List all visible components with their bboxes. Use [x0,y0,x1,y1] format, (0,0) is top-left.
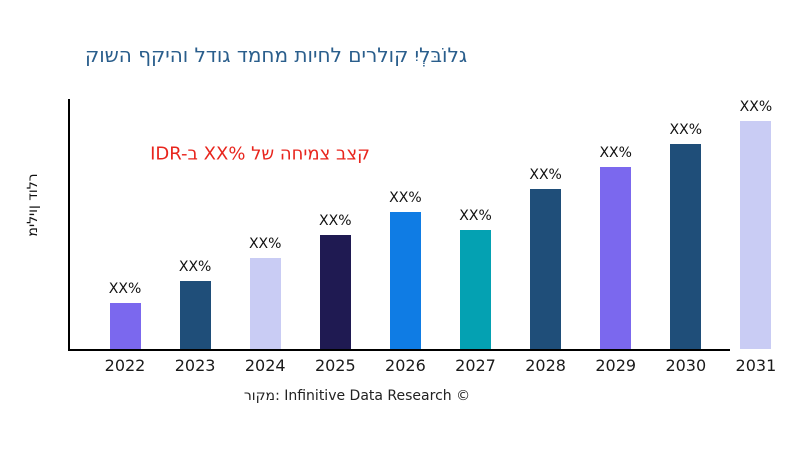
x-tick-label-2024: 2024 [244,356,286,375]
chart-title: קושה ףקיהו לדוג דמחמ תויחל םירלוק יִלְבּ… [85,43,468,67]
source-caption: רוקמ: Infinitive Data Research © [243,388,471,404]
bar-2025 [319,235,351,349]
x-tick-label-2029: 2029 [595,356,637,375]
bar-value-label-2031: XX% [739,99,773,115]
bar-2030 [670,143,702,349]
bar-2029 [600,166,632,349]
growth-rate-annotation: IDR-ב XX% לש החימצ בצק [150,143,370,165]
bar-value-label-2029: XX% [599,144,632,161]
x-tick-label-2026: 2026 [385,356,426,375]
bar-2022 [109,303,141,349]
bar-2024 [249,257,281,349]
x-tick-label-2022: 2022 [104,356,146,375]
x-tick-label-2027: 2027 [455,356,496,375]
x-axis-line [68,349,730,351]
bar-2031 [740,121,772,349]
y-axis-label: מיליון דולר [25,173,41,237]
x-tick-label-2023: 2023 [174,356,216,375]
bar-value-label-2022: XX% [108,281,142,298]
x-tick-label-2028: 2028 [525,356,566,375]
bar-2027 [460,230,491,349]
bar-value-label-2027: XX% [459,208,492,225]
bar-value-label-2026: XX% [389,190,422,207]
bar-value-label-2024: XX% [248,235,282,252]
bar-value-label-2025: XX% [319,213,352,229]
x-tick-label-2030: 2030 [665,356,707,375]
bar-value-label-2030: XX% [669,121,703,138]
bar-2023 [179,280,211,349]
bar-2028 [530,189,562,349]
bar-value-label-2028: XX% [529,167,562,184]
bar-2026 [389,212,421,349]
bar-value-label-2023: XX% [178,258,212,275]
x-tick-label-2031: 2031 [735,356,777,375]
y-axis-line [68,99,70,350]
x-tick-label-2025: 2025 [314,356,356,375]
